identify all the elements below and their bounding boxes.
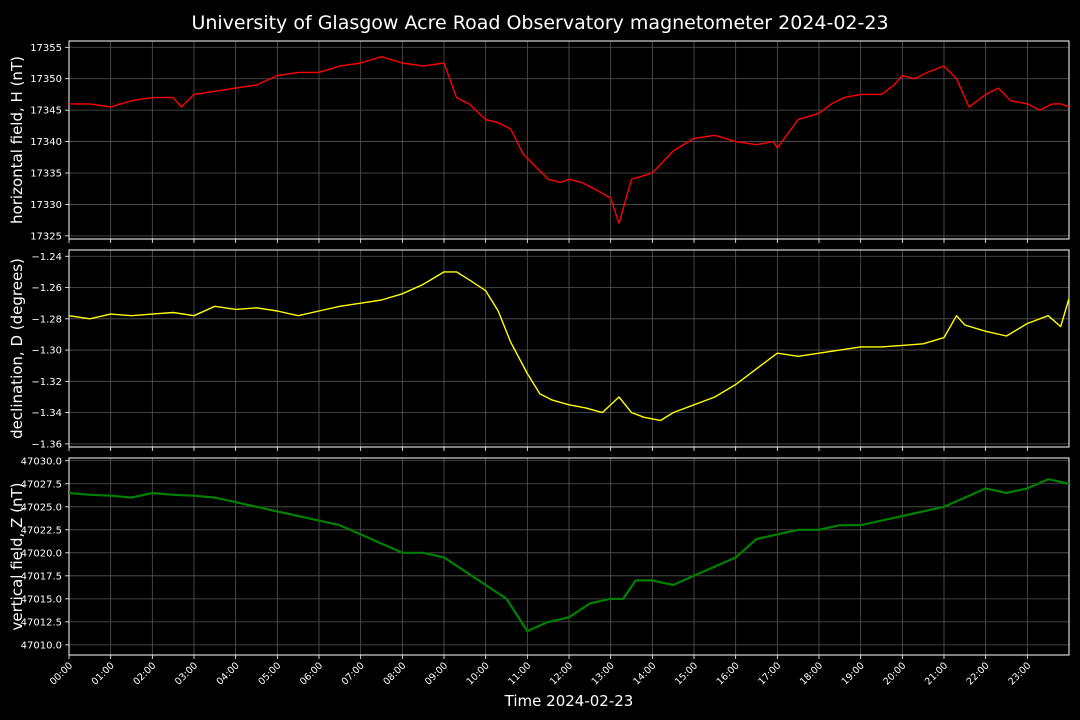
x-tick-label: 12:00 bbox=[548, 660, 575, 687]
x-tick-label: 15:00 bbox=[673, 660, 700, 687]
y-tick-label: 47017.5 bbox=[21, 571, 62, 582]
y-tick-label: 17340 bbox=[30, 137, 62, 148]
y-tick-label: 17330 bbox=[30, 200, 62, 211]
x-tick-label: 06:00 bbox=[298, 660, 325, 687]
y-tick-label: 47020.0 bbox=[21, 548, 62, 559]
plot-frame bbox=[68, 457, 1070, 656]
chart-title: University of Glasgow Acre Road Observat… bbox=[191, 12, 888, 34]
y-tick-label: −1.26 bbox=[31, 283, 62, 294]
x-tick-label: 02:00 bbox=[131, 660, 158, 687]
y-tick-label: −1.34 bbox=[31, 408, 62, 419]
y-axis-label: vertical field, Z (nT) bbox=[8, 482, 26, 630]
series-line-3 bbox=[68, 478, 1070, 633]
y-axis-label: declination, D (degrees) bbox=[8, 258, 26, 439]
x-tick-label: 01:00 bbox=[90, 660, 117, 687]
x-tick-label: 08:00 bbox=[381, 660, 408, 687]
x-tick-label: 17:00 bbox=[756, 660, 783, 687]
x-tick-label: 11:00 bbox=[506, 660, 533, 687]
x-tick-label: 16:00 bbox=[715, 660, 742, 687]
y-tick-label: 47010.0 bbox=[21, 640, 62, 651]
y-tick-label: −1.30 bbox=[31, 346, 62, 357]
x-tick-label: 18:00 bbox=[798, 660, 825, 687]
y-tick-label: 17345 bbox=[30, 106, 62, 117]
plot-frame bbox=[68, 249, 1070, 448]
x-tick-label: 07:00 bbox=[340, 660, 367, 687]
panel-3: 47010.0 47012.5 47015.0 47017.5 47020.0 47022… bbox=[8, 456, 1070, 659]
y-tick-label: 47022.5 bbox=[21, 525, 62, 536]
x-tick-label: 03:00 bbox=[173, 660, 200, 687]
y-tick-label: 47012.5 bbox=[21, 617, 62, 628]
x-axis-label: Time 2024-02-23 bbox=[504, 692, 634, 710]
y-tick-label: 17325 bbox=[30, 231, 62, 242]
x-tick-label: 09:00 bbox=[423, 660, 450, 687]
plot-frame bbox=[68, 40, 1070, 240]
y-tick-label: −1.28 bbox=[31, 314, 62, 325]
x-tick-label: 00:00 bbox=[48, 660, 75, 687]
x-axis-ticks: 00:00 01:00 02:00 03:00 04:00 05:00 06:00 07:00… bbox=[48, 660, 1033, 687]
x-tick-label: 13:00 bbox=[590, 660, 617, 687]
x-tick-label: 14:00 bbox=[631, 660, 658, 687]
y-tick-label: 47030.0 bbox=[21, 456, 62, 467]
series-line-1 bbox=[69, 56, 1070, 225]
x-tick-label: 10:00 bbox=[465, 660, 492, 687]
x-tick-label: 22:00 bbox=[965, 660, 992, 687]
y-tick-label: 17350 bbox=[30, 74, 62, 85]
y-tick-label: 47027.5 bbox=[21, 479, 62, 490]
x-tick-label: 21:00 bbox=[923, 660, 950, 687]
panel-2: −1.24 −1.26 −1.28 −1.30 −1.32 −1.34 −1.36 decli… bbox=[8, 249, 1070, 451]
y-axis-label: horizontal field, H (nT) bbox=[8, 56, 26, 224]
panels: 17325 17330 17335 17340 17345 17350 17355 horiz… bbox=[8, 40, 1070, 659]
y-tick-label: 47015.0 bbox=[21, 594, 62, 605]
x-tick-label: 20:00 bbox=[881, 660, 908, 687]
x-tick-label: 19:00 bbox=[840, 660, 867, 687]
y-tick-label: 47025.0 bbox=[21, 502, 62, 513]
y-tick-label: −1.36 bbox=[31, 439, 62, 450]
x-tick-label: 05:00 bbox=[256, 660, 283, 687]
y-tick-label: 17355 bbox=[30, 43, 62, 54]
series-line-2 bbox=[68, 271, 1070, 422]
panel-1: 17325 17330 17335 17340 17345 17350 17355 horiz… bbox=[8, 40, 1070, 243]
y-tick-label: 17335 bbox=[30, 169, 62, 180]
x-tick-label: 04:00 bbox=[215, 660, 242, 687]
y-tick-label: −1.24 bbox=[31, 252, 62, 263]
y-tick-label: −1.32 bbox=[31, 377, 62, 388]
x-tick-label: 23:00 bbox=[1006, 660, 1033, 687]
